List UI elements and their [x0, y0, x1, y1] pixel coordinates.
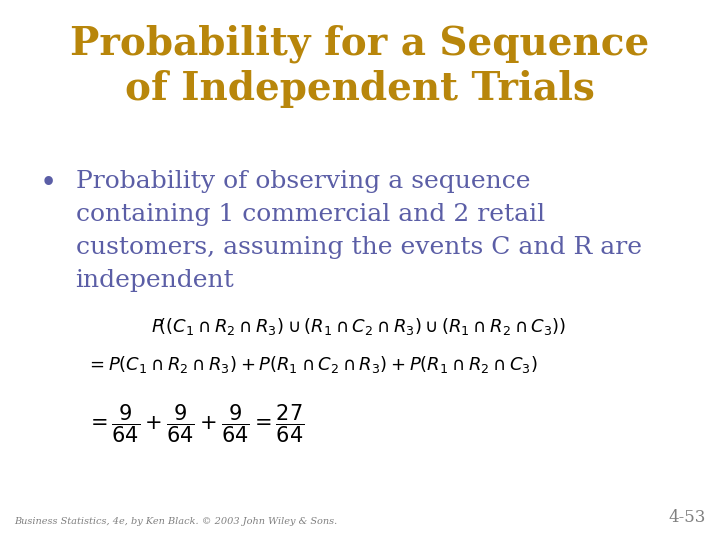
- Text: Business Statistics, 4e, by Ken Black. © 2003 John Wiley & Sons.: Business Statistics, 4e, by Ken Black. ©…: [14, 517, 338, 526]
- Text: Probability of observing a sequence
containing 1 commercial and 2 retail
custome: Probability of observing a sequence cont…: [76, 170, 642, 292]
- Text: $P\!\left((C_1 \cap R_2 \cap R_3) \cup (R_1 \cap C_2 \cap R_3) \cup (R_1 \cap R_: $P\!\left((C_1 \cap R_2 \cap R_3) \cup (…: [151, 316, 567, 337]
- Text: $= \dfrac{9}{64} + \dfrac{9}{64} + \dfrac{9}{64} = \dfrac{27}{64}$: $= \dfrac{9}{64} + \dfrac{9}{64} + \dfra…: [86, 402, 305, 445]
- Text: •: •: [40, 170, 57, 198]
- Text: Probability for a Sequence
of Independent Trials: Probability for a Sequence of Independen…: [71, 24, 649, 109]
- Text: $= P(C_1 \cap R_2 \cap R_3) + P(R_1 \cap C_2 \cap R_3) + P(R_1 \cap R_2 \cap C_3: $= P(C_1 \cap R_2 \cap R_3) + P(R_1 \cap…: [86, 354, 539, 375]
- Text: 4-53: 4-53: [668, 510, 706, 526]
